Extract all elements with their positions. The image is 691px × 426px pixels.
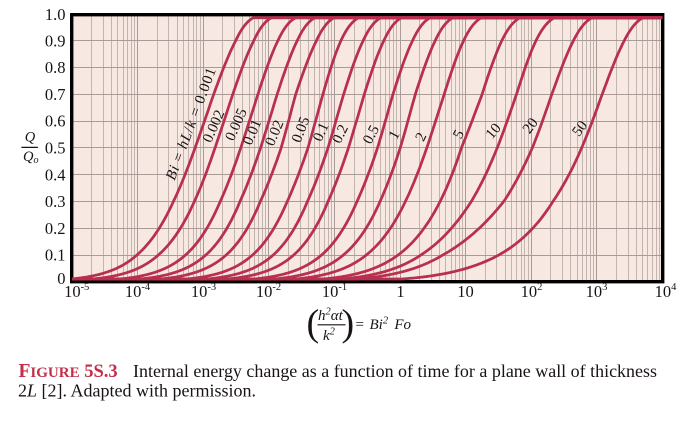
svg-text:0.2: 0.2	[45, 219, 66, 238]
svg-text:103: 103	[586, 282, 608, 301]
svg-text:(: (	[307, 303, 320, 345]
svg-text:Q: Q	[23, 149, 34, 165]
svg-text:0.5: 0.5	[360, 123, 383, 147]
svg-text:0.8: 0.8	[45, 58, 66, 77]
svg-text:0.9: 0.9	[45, 31, 66, 50]
svg-text:=: =	[356, 317, 364, 333]
svg-text:1.0: 1.0	[45, 5, 66, 24]
svg-text:h2αt: h2αt	[318, 307, 344, 325]
svg-text:0.5: 0.5	[45, 139, 66, 158]
svg-text:Bi2 Fo: Bi2 Fo	[370, 316, 412, 334]
svg-text:2L [2]. Adapted with permissio: 2L [2]. Adapted with permission.	[18, 381, 256, 401]
svg-text:0.3: 0.3	[45, 192, 66, 211]
svg-text:0.4: 0.4	[45, 165, 66, 184]
svg-text:10: 10	[457, 282, 474, 301]
svg-text:0.7: 0.7	[45, 85, 66, 104]
svg-text:102: 102	[521, 282, 543, 301]
svg-text:0: 0	[57, 269, 65, 288]
svg-text:0.6: 0.6	[45, 112, 66, 131]
svg-text:0.1: 0.1	[45, 246, 66, 265]
svg-text:0.1: 0.1	[310, 120, 332, 144]
svg-text:o: o	[34, 155, 39, 166]
svg-text:1: 1	[396, 282, 404, 301]
svg-text:Q: Q	[25, 129, 36, 145]
svg-text:): )	[342, 303, 355, 345]
svg-text:0.2: 0.2	[329, 122, 352, 146]
